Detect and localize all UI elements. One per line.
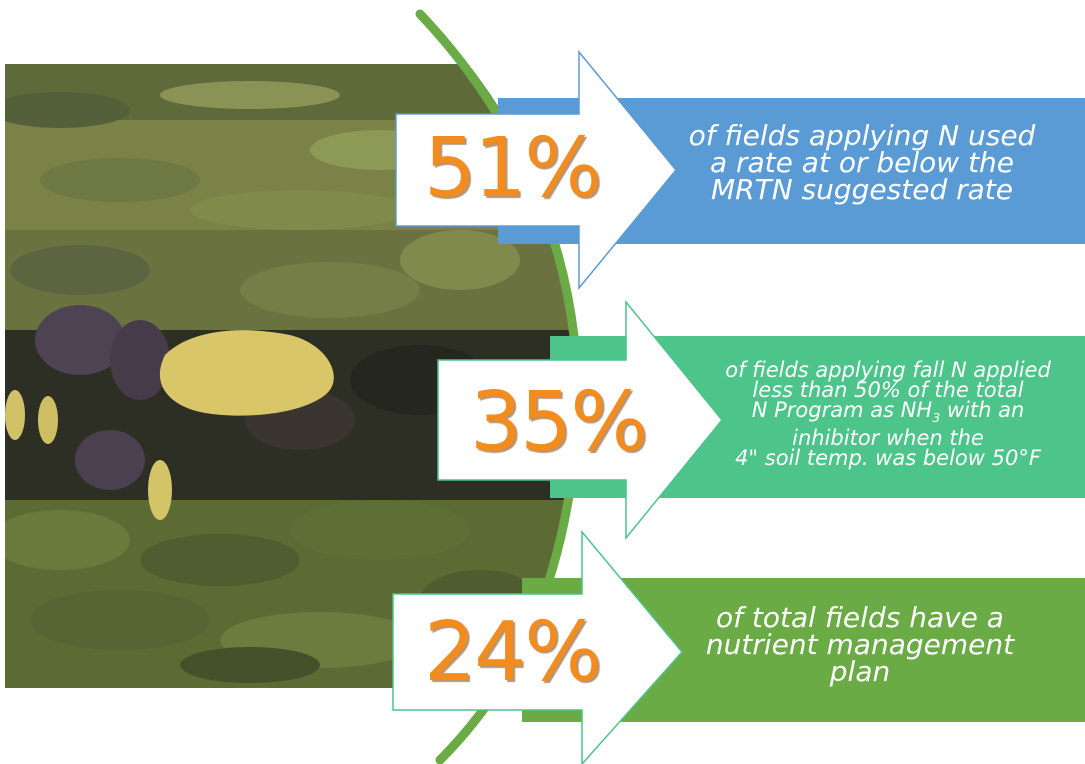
stat-2-arrow: [437, 299, 723, 541]
stat-2-line-3a: N Program as NH: [751, 398, 933, 422]
stat-2-line-3b: with an: [940, 398, 1025, 422]
stat-2-percent: 35%: [470, 375, 648, 470]
stat-2-line-3: N Program as NH3 with an: [688, 400, 1085, 428]
stat-1-line-2: a rate at or below the: [709, 146, 1015, 179]
stat-2-line-1: of fields applying fall N applied: [725, 358, 1051, 382]
stat-3-description: of total fields have a nutrient manageme…: [660, 601, 1060, 688]
stat-2-subscript: 3: [932, 410, 941, 426]
stat-2-description: of fields applying fall N applied less t…: [688, 358, 1085, 471]
stat-2-line-2: less than 50% of the total: [752, 378, 1024, 402]
stat-1-arrow: [395, 49, 677, 291]
stat-2-line-5: 4" soil temp. was below 50°F: [735, 446, 1041, 471]
stat-2-line-4: inhibitor when the: [792, 426, 984, 451]
stat-1-line-1: of fields applying N used: [688, 119, 1036, 152]
stat-1-description: of fields applying N used a rate at or b…: [662, 119, 1062, 206]
stat-1-line-3: MRTN suggested rate: [710, 173, 1013, 206]
stat-1-percent: 51%: [424, 121, 602, 216]
stat-3-percent: 24%: [424, 605, 602, 700]
stat-3-line-2: nutrient management: [705, 628, 1015, 661]
stat-3-arrow: [392, 529, 683, 764]
stat-3-line-1: of total fields have a: [716, 601, 1004, 634]
stat-3-line-3: plan: [829, 655, 891, 688]
